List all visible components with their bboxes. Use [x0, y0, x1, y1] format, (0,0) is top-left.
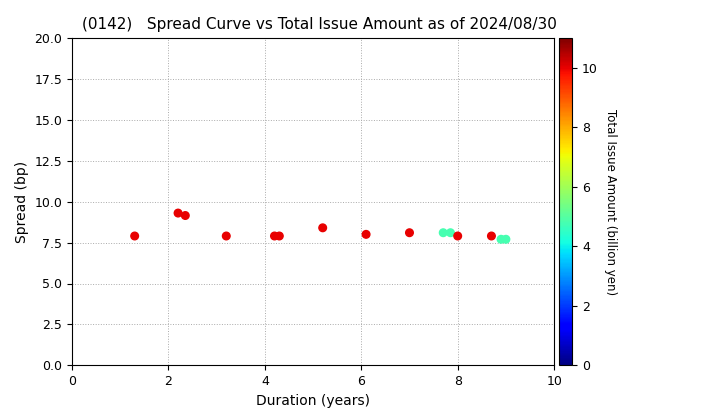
Point	[404, 229, 415, 236]
Y-axis label: Total Issue Amount (billion yen): Total Issue Amount (billion yen)	[605, 108, 618, 295]
Point	[172, 210, 184, 216]
Point	[452, 233, 464, 239]
Point	[179, 212, 191, 219]
Point	[445, 229, 456, 236]
Point	[274, 233, 285, 239]
Point	[129, 233, 140, 239]
Point	[360, 231, 372, 238]
Y-axis label: Spread (bp): Spread (bp)	[15, 160, 29, 243]
Point	[495, 236, 507, 243]
Point	[269, 233, 280, 239]
X-axis label: Duration (years): Duration (years)	[256, 394, 370, 408]
Point	[317, 224, 328, 231]
Point	[220, 233, 232, 239]
Point	[438, 229, 449, 236]
Point	[500, 236, 512, 243]
Text: (0142)   Spread Curve vs Total Issue Amount as of 2024/08/30: (0142) Spread Curve vs Total Issue Amoun…	[81, 18, 557, 32]
Point	[486, 233, 498, 239]
